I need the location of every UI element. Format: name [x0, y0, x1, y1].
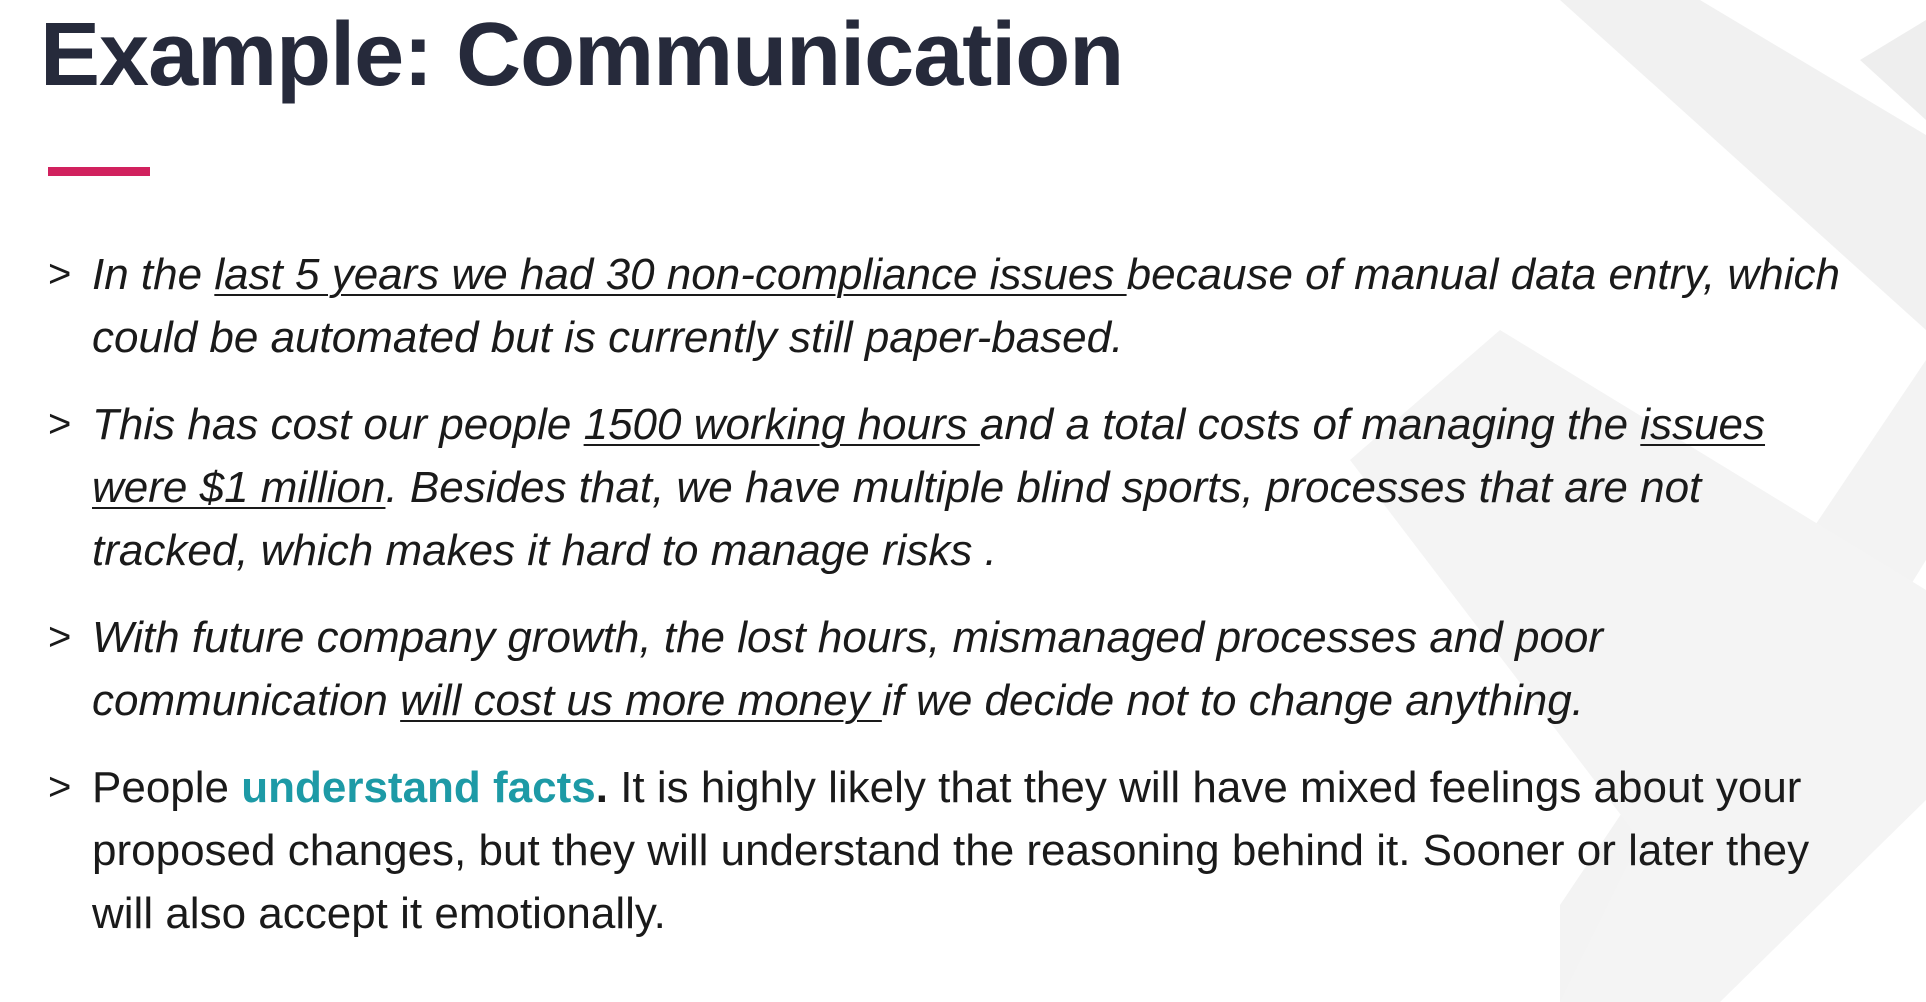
bullet-text-plain: .: [595, 763, 608, 812]
bullet-text-plain: because of manual data entry, which coul…: [92, 250, 1840, 362]
bullet-text-underlined: issues were $1 million: [92, 400, 1766, 512]
bullet-item: > In the last 5 years we had 30 non-comp…: [44, 243, 1864, 369]
title-accent-bar: [48, 167, 150, 176]
bullet-text: This has cost our people 1500 working ho…: [92, 400, 1765, 575]
bullet-chevron-icon: >: [48, 765, 72, 809]
bullet-text: People understand facts. It is highly li…: [92, 763, 1809, 938]
bullet-text-plain: and a total costs of managing the: [979, 400, 1641, 449]
highlighted-phrase: understand facts: [241, 763, 596, 812]
bullet-chevron-icon: >: [48, 402, 72, 446]
bullet-text-plain: In the: [92, 250, 215, 299]
bullet-text: In the last 5 years we had 30 non-compli…: [92, 250, 1840, 362]
bullet-chevron-icon: >: [48, 615, 72, 659]
bullet-text: With future company growth, the lost hou…: [92, 613, 1603, 725]
bullet-text-underlined: will cost us more money: [400, 676, 882, 725]
bullet-text-plain: This has cost our people: [92, 400, 584, 449]
bullet-chevron-icon: >: [48, 252, 72, 296]
bullet-text-plain: if we decide not to change anything.: [881, 676, 1584, 725]
bullet-item: > This has cost our people 1500 working …: [44, 393, 1864, 582]
bullet-text-underlined: 1500 working hours: [583, 400, 980, 449]
bullet-text-plain: It is highly likely that they will have …: [92, 763, 1810, 938]
bullet-list: > In the last 5 years we had 30 non-comp…: [44, 243, 1864, 969]
bullet-text-plain: People: [92, 763, 242, 812]
bullet-item: > With future company growth, the lost h…: [44, 606, 1864, 732]
slide-title: Example: Communication: [40, 5, 1124, 105]
bullet-text-underlined: last 5 years we had 30 non-compliance is…: [214, 250, 1127, 299]
bullet-item: > People understand facts. It is highly …: [44, 756, 1864, 945]
bullet-text-plain: . Besides that, we have multiple blind s…: [92, 463, 1702, 575]
bullet-text-plain: With future company growth, the lost hou…: [92, 613, 1604, 725]
